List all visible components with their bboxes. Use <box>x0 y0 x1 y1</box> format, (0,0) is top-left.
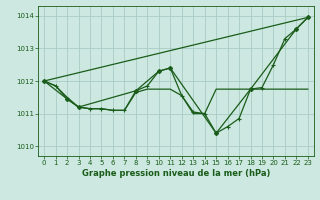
X-axis label: Graphe pression niveau de la mer (hPa): Graphe pression niveau de la mer (hPa) <box>82 169 270 178</box>
